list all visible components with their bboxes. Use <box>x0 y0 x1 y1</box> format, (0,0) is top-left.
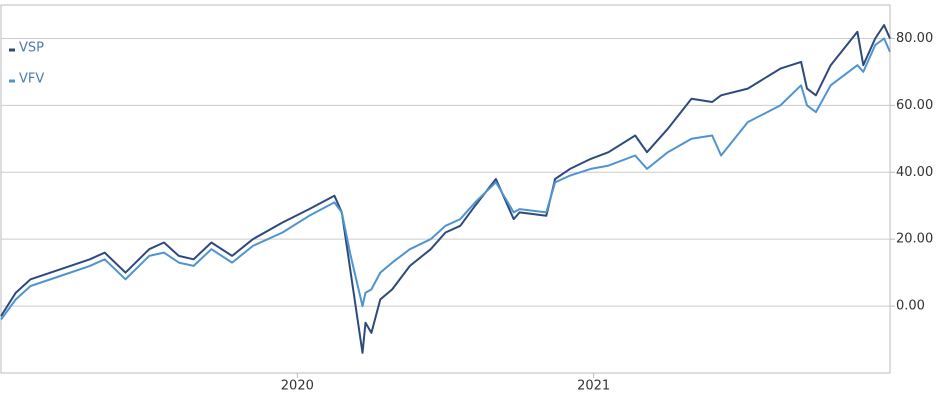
y-tick-label: 80.00 <box>896 31 933 46</box>
legend: VSP VFV <box>9 41 44 87</box>
y-tick-label: 40.00 <box>896 165 933 180</box>
plot-frame <box>0 4 891 374</box>
y-tick-label: 20.00 <box>896 232 933 247</box>
legend-label: VSP <box>19 41 44 56</box>
legend-label: VFV <box>19 72 44 87</box>
x-tick-label: 2020 <box>281 379 314 394</box>
y-tick-label: 60.00 <box>896 98 933 113</box>
x-tick-label: 2021 <box>577 379 610 394</box>
series-line <box>0 37 891 321</box>
series-line <box>0 24 891 354</box>
y-tick-label: 0.00 <box>896 299 925 314</box>
